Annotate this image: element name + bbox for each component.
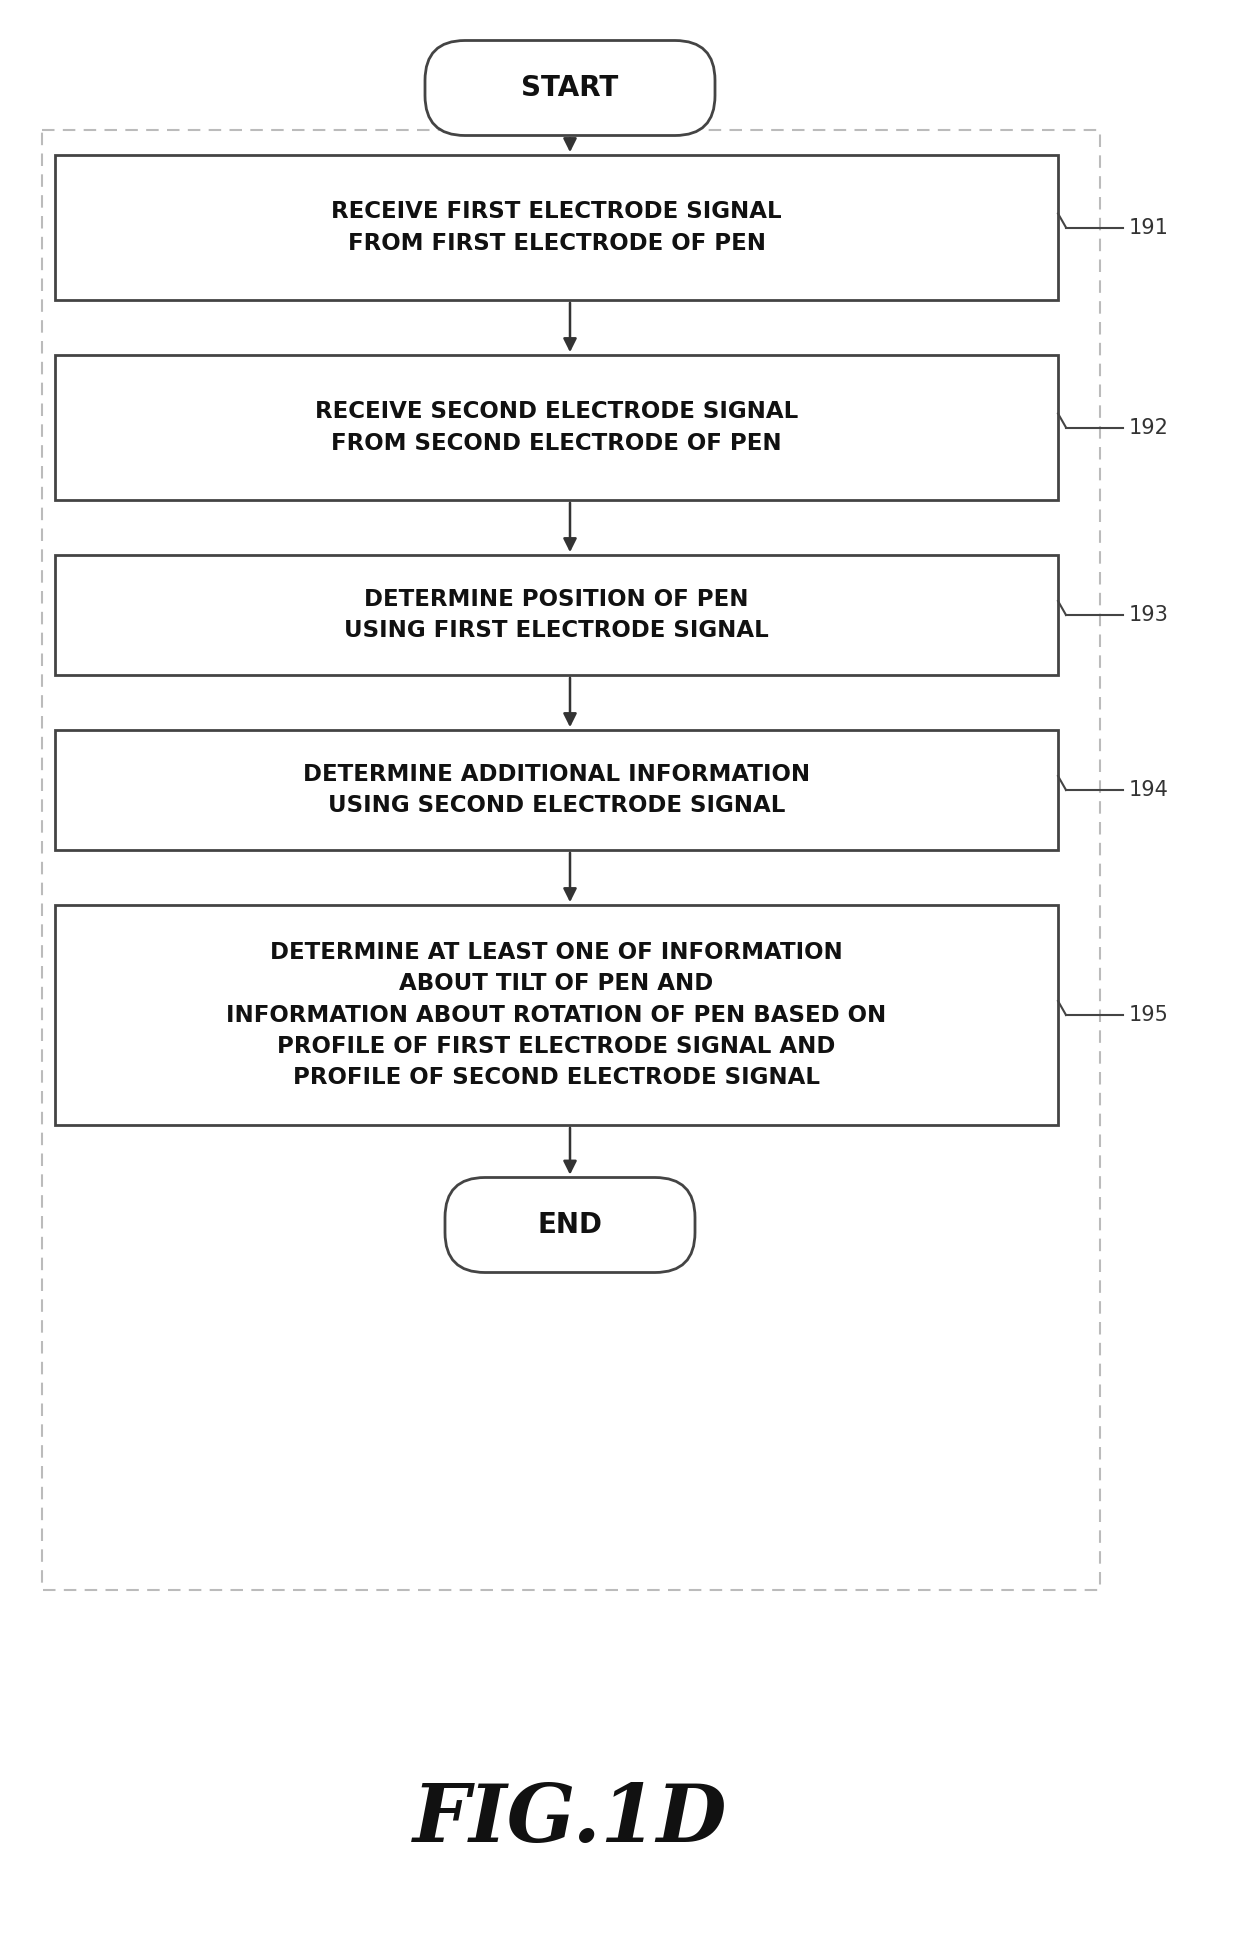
FancyBboxPatch shape — [55, 356, 1058, 500]
Text: 195: 195 — [1128, 1004, 1169, 1026]
Text: RECEIVE FIRST ELECTRODE SIGNAL
FROM FIRST ELECTRODE OF PEN: RECEIVE FIRST ELECTRODE SIGNAL FROM FIRS… — [331, 201, 781, 254]
Text: 192: 192 — [1128, 418, 1169, 438]
Text: START: START — [521, 74, 619, 102]
Text: DETERMINE AT LEAST ONE OF INFORMATION
ABOUT TILT OF PEN AND
INFORMATION ABOUT RO: DETERMINE AT LEAST ONE OF INFORMATION AB… — [227, 942, 887, 1088]
Text: DETERMINE ADDITIONAL INFORMATION
USING SECOND ELECTRODE SIGNAL: DETERMINE ADDITIONAL INFORMATION USING S… — [303, 762, 810, 817]
Text: 191: 191 — [1128, 217, 1169, 238]
FancyBboxPatch shape — [445, 1178, 694, 1272]
Text: FIG.1D: FIG.1D — [413, 1782, 727, 1858]
Text: DETERMINE POSITION OF PEN
USING FIRST ELECTRODE SIGNAL: DETERMINE POSITION OF PEN USING FIRST EL… — [345, 588, 769, 643]
FancyBboxPatch shape — [55, 905, 1058, 1126]
FancyBboxPatch shape — [55, 154, 1058, 301]
FancyBboxPatch shape — [55, 555, 1058, 674]
Text: END: END — [537, 1211, 603, 1239]
Text: 194: 194 — [1128, 780, 1169, 799]
FancyBboxPatch shape — [425, 41, 715, 135]
Text: 193: 193 — [1128, 606, 1169, 625]
FancyBboxPatch shape — [55, 731, 1058, 850]
Text: RECEIVE SECOND ELECTRODE SIGNAL
FROM SECOND ELECTRODE OF PEN: RECEIVE SECOND ELECTRODE SIGNAL FROM SEC… — [315, 401, 799, 455]
